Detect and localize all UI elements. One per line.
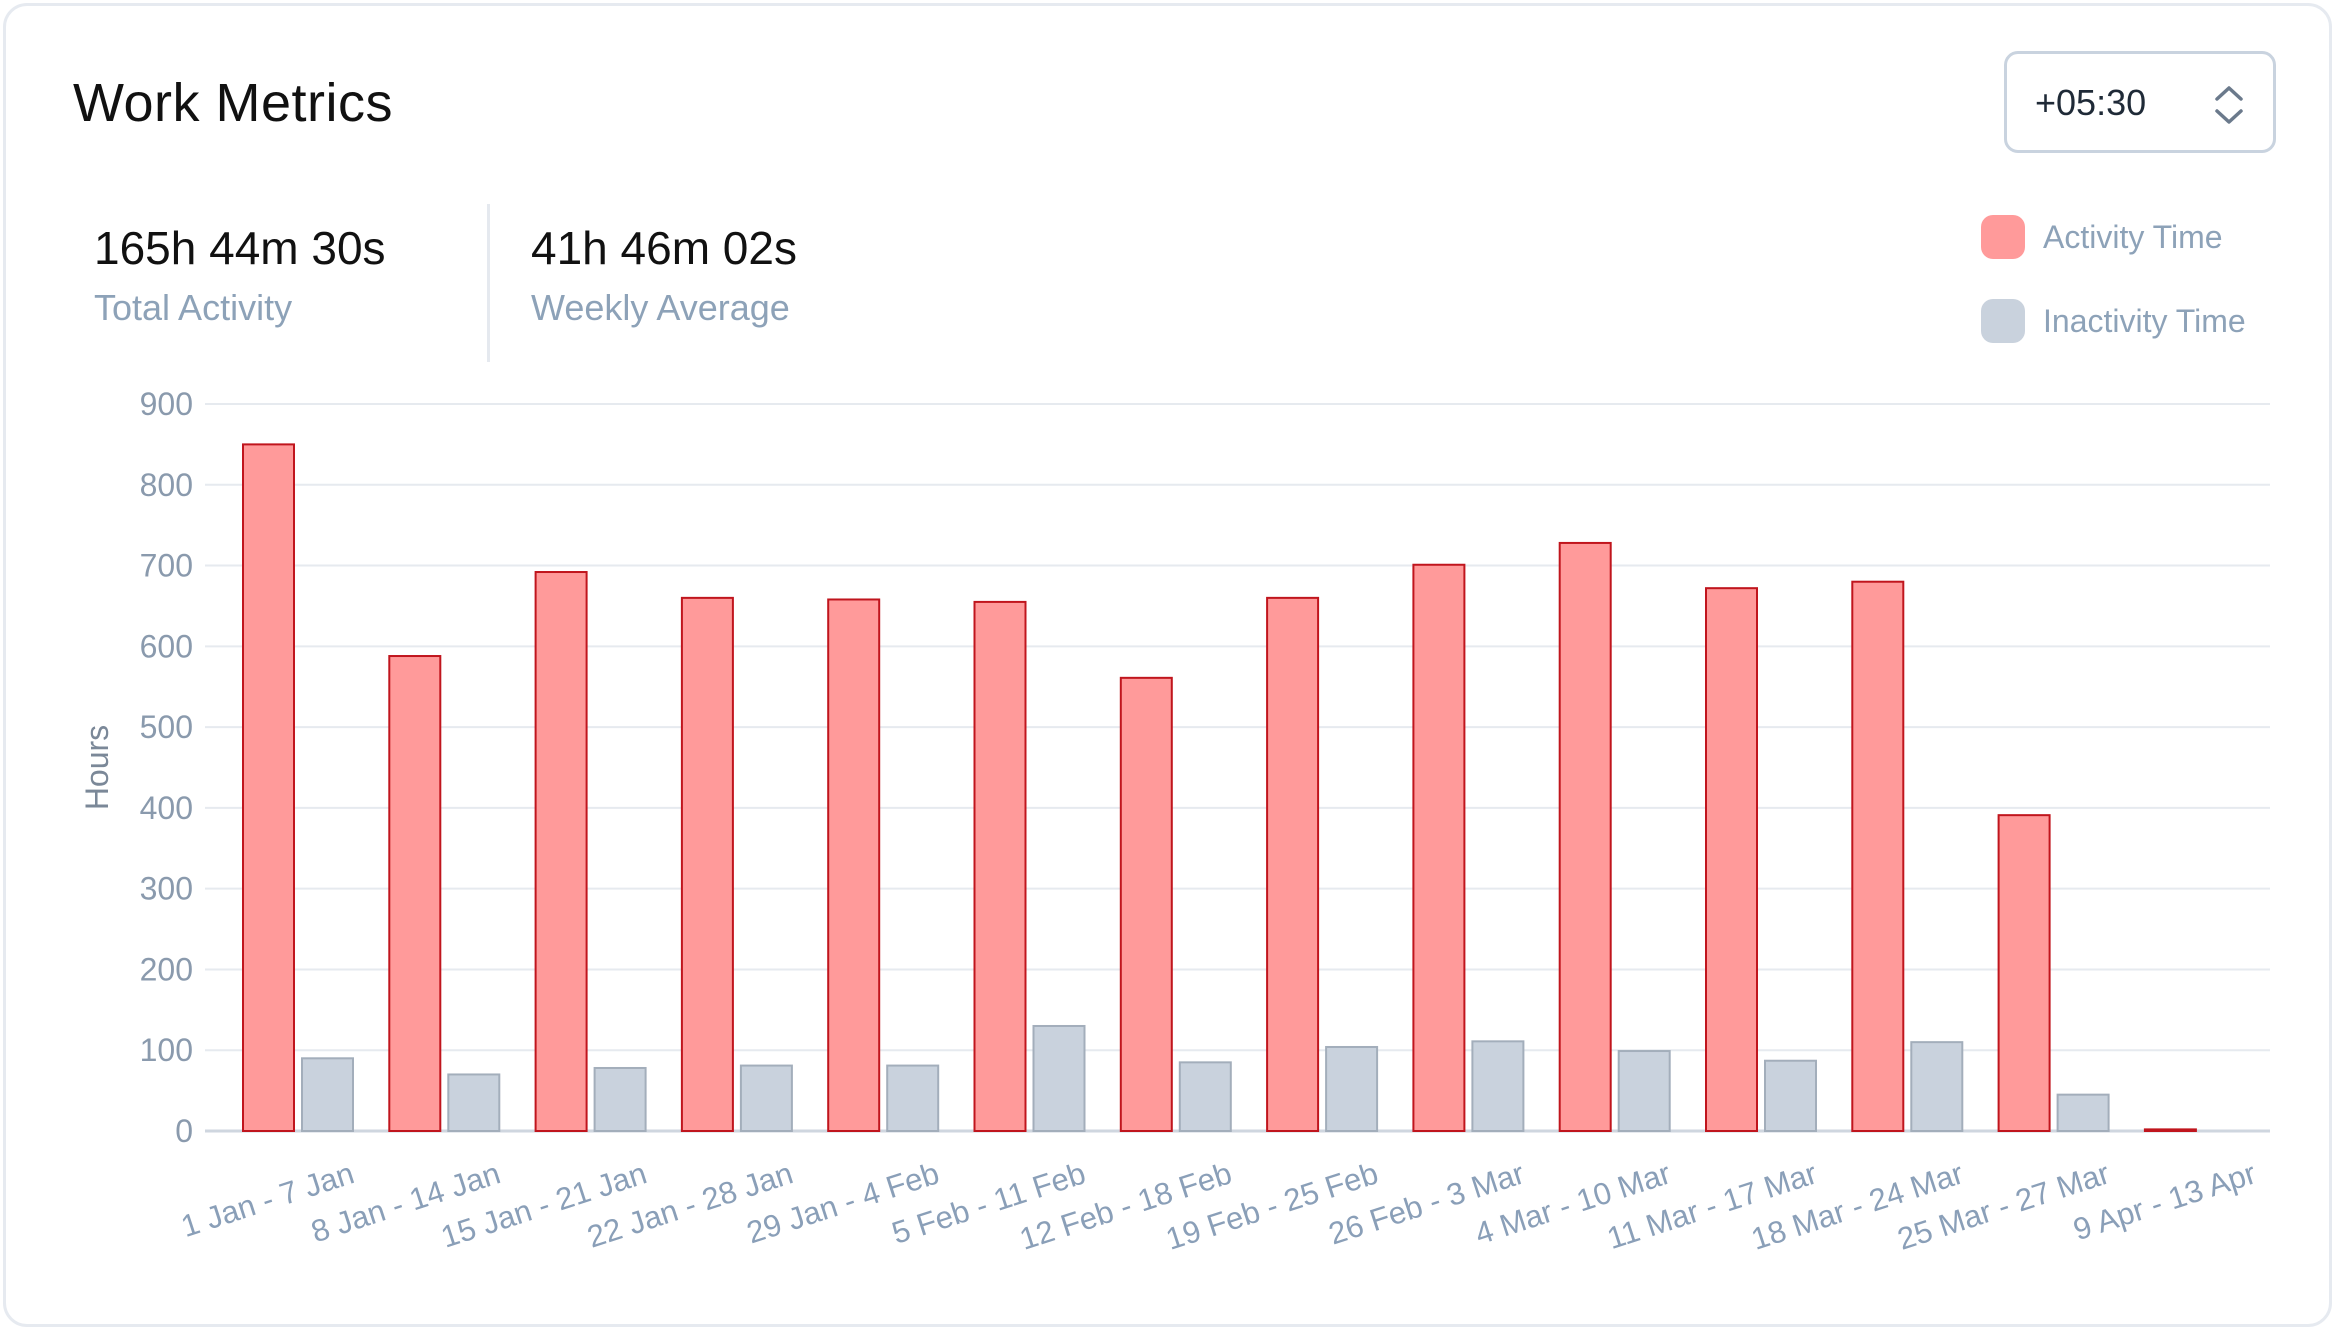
bar-inactivity-time <box>1471 1040 1525 1132</box>
bar-inactivity-time <box>1032 1024 1086 1132</box>
legend-label-inactivity: Inactivity Time <box>2043 302 2246 339</box>
bar-inactivity-time <box>2056 1093 2110 1133</box>
y-tick-label: 700 <box>140 548 193 584</box>
bar-inactivity-time <box>1325 1045 1379 1132</box>
legend-swatch-activity <box>1981 215 2025 259</box>
y-tick-label: 0 <box>175 1113 193 1149</box>
y-tick-label: 600 <box>140 628 193 664</box>
bar-inactivity-time <box>886 1064 940 1132</box>
bar-activity-time <box>973 600 1027 1132</box>
bar-activity-time <box>1705 587 1758 1132</box>
y-tick-label: 900 <box>140 386 193 422</box>
bar-activity-time <box>388 655 442 1132</box>
bar-activity-time <box>1412 563 1466 1132</box>
y-tick-label: 200 <box>140 951 193 987</box>
bar-activity-time <box>2143 1128 2197 1132</box>
timezone-value: +05:30 <box>2035 82 2147 123</box>
bar-activity-time <box>1119 676 1173 1132</box>
bar-activity-time <box>1266 596 1320 1132</box>
page-title: Work Metrics <box>73 73 394 133</box>
bar-inactivity-time <box>301 1057 354 1133</box>
stats-divider <box>487 204 490 362</box>
bar-activity-time <box>1558 541 1612 1132</box>
bar-inactivity-time <box>1764 1059 1817 1133</box>
y-tick-label: 100 <box>140 1032 193 1068</box>
bar-inactivity-time <box>1617 1050 1671 1133</box>
y-tick-label: 800 <box>140 467 193 503</box>
bar-activity-time <box>534 571 588 1132</box>
weekly-average-stat: 41h 46m 02s Weekly Average <box>531 221 797 329</box>
bar-activity-time <box>827 598 881 1132</box>
weekly-average-value: 41h 46m 02s <box>531 222 797 274</box>
bar-inactivity-time <box>739 1064 793 1132</box>
total-activity-value: 165h 44m 30s <box>94 222 386 274</box>
legend-label-activity: Activity Time <box>2043 218 2223 255</box>
chart-legend: Activity Time Inactivity Time <box>1981 215 2246 384</box>
legend-swatch-inactivity <box>1981 299 2025 343</box>
y-axis-title: Hours <box>79 725 115 810</box>
chevron-up-down-icon <box>2215 86 2243 124</box>
bar-inactivity-time <box>1178 1061 1232 1132</box>
weekly-average-label: Weekly Average <box>531 287 790 328</box>
timezone-select[interactable]: +05:30 <box>2004 51 2276 153</box>
bar-inactivity-time <box>593 1066 647 1132</box>
bar-inactivity-time <box>1910 1041 1964 1132</box>
legend-item-activity[interactable]: Activity Time <box>1981 215 2246 259</box>
y-tick-label: 400 <box>140 790 193 826</box>
legend-item-inactivity[interactable]: Inactivity Time <box>1981 299 2246 343</box>
y-tick-label: 300 <box>140 871 193 907</box>
bar-activity-time <box>1851 580 1905 1132</box>
bar-activity-time <box>680 596 734 1132</box>
y-tick-label: 500 <box>140 709 193 745</box>
bar-activity-time <box>242 443 295 1132</box>
total-activity-label: Total Activity <box>94 287 293 328</box>
total-activity-stat: 165h 44m 30s Total Activity <box>94 221 386 329</box>
bar-activity-time <box>1997 814 2051 1132</box>
bar-inactivity-time <box>447 1073 501 1133</box>
